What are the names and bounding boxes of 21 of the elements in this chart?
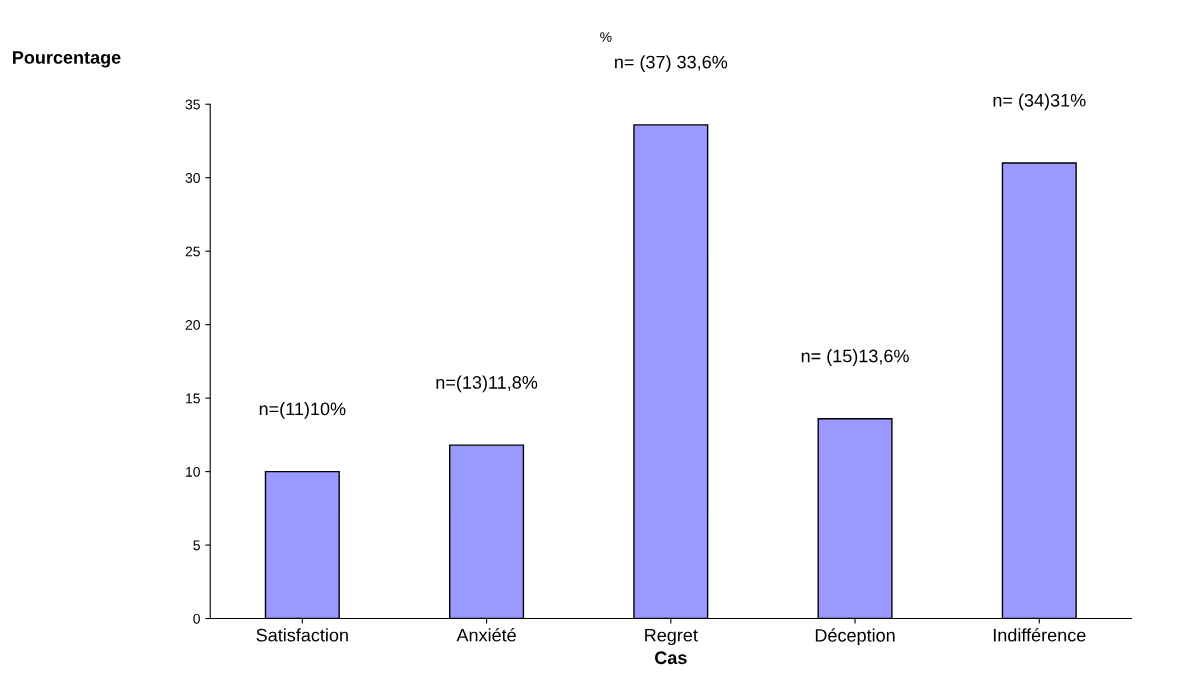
y-tick-label: 30 bbox=[185, 173, 200, 183]
y-tick-label: 5 bbox=[193, 540, 200, 551]
data-label: n=(11)10% bbox=[259, 402, 346, 419]
y-tick-label: 10 bbox=[186, 466, 200, 477]
x-tick-label: Anxiété bbox=[456, 628, 516, 642]
data-label: n= (34)31% bbox=[993, 93, 1086, 111]
y-tick-label: 35 bbox=[185, 99, 200, 110]
data-label: n=(13)11,8% bbox=[436, 375, 538, 393]
x-tick-label: Regret bbox=[645, 628, 698, 646]
y-tick-label: 15 bbox=[186, 393, 200, 404]
y-tick-label: 20 bbox=[185, 320, 200, 330]
data-label: n= (37) 33,6% bbox=[615, 55, 728, 73]
x-tick-label: Déception bbox=[815, 628, 895, 646]
data-label: n= (15)13,6% bbox=[801, 349, 909, 366]
x-axis-title: Cas bbox=[654, 651, 687, 665]
x-tick-label: Satisfaction bbox=[256, 628, 348, 642]
y-axis-title: Pourcentage bbox=[13, 51, 121, 68]
y-tick-label: 0 bbox=[193, 613, 200, 624]
y-tick-label: 25 bbox=[185, 246, 200, 257]
x-tick-label: Indifférence bbox=[993, 628, 1086, 642]
chart-title: % bbox=[600, 32, 612, 42]
